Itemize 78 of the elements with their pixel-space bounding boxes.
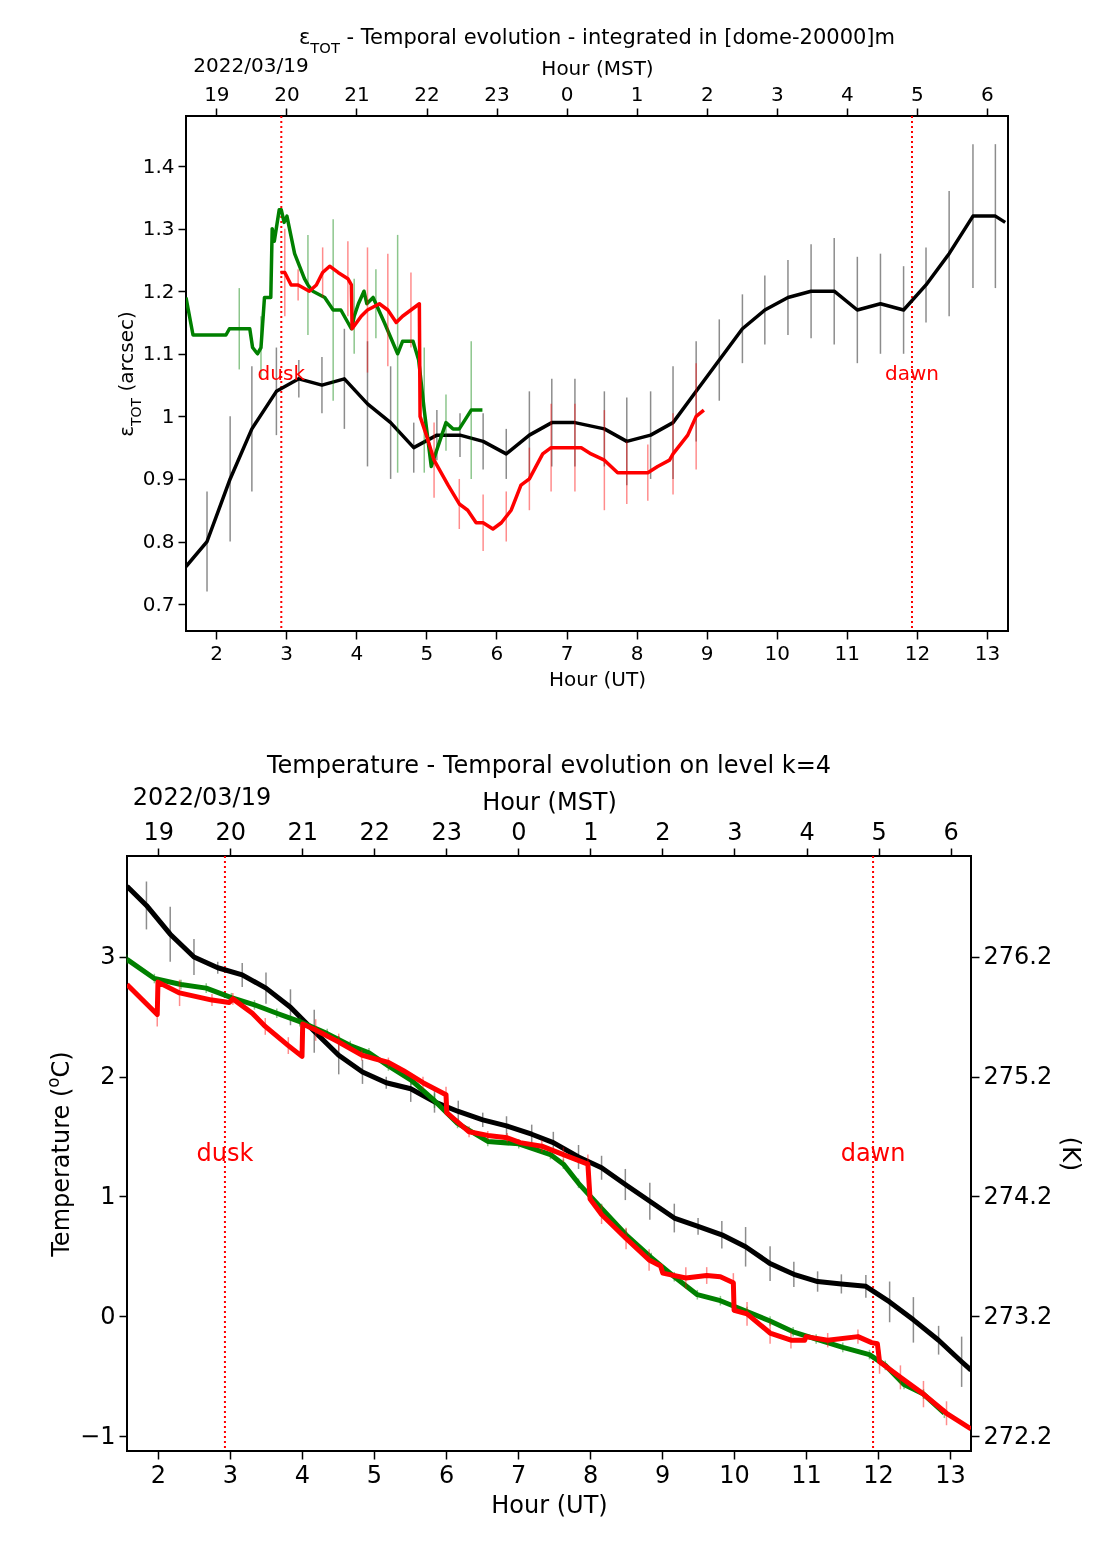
ref-line-label: dawn: [885, 360, 939, 385]
x2-tick-label: 3: [727, 817, 743, 846]
x2-tick-label: 23: [484, 81, 510, 106]
x2-tick-label: 4: [841, 81, 854, 106]
text: 2022/03/19: [132, 783, 272, 811]
x2-tick-label: 21: [287, 817, 319, 846]
x-tick-label: 3: [280, 640, 294, 665]
x2-tick-label: 22: [359, 817, 391, 846]
x2-tick-label: 23: [431, 817, 463, 846]
x2-axis-title: Hour (MST): [482, 787, 617, 816]
x-tick-label: 10: [719, 1460, 750, 1489]
x-tick-label: 11: [791, 1460, 822, 1489]
y2-tick-label: 276.2: [983, 942, 1053, 971]
y2-axis-title: (K): [1057, 1136, 1086, 1172]
x-tick-label: 11: [834, 640, 861, 665]
y-tick-label: 0.8: [142, 529, 175, 554]
x-axis-title: Hour (UT): [549, 666, 646, 691]
y-tick-label: 1: [100, 1182, 116, 1210]
x-tick-label: 13: [974, 640, 1001, 665]
x2-tick-label: 22: [414, 81, 440, 106]
x2-tick-label: 19: [204, 81, 230, 106]
x-tick-label: 6: [438, 1460, 455, 1489]
y-tick-label: 1.3: [142, 216, 175, 241]
x2-tick-label: 1: [630, 81, 644, 106]
x2-tick-label: 20: [274, 81, 300, 106]
x2-tick-label: 21: [344, 81, 370, 106]
x2-tick-label: 3: [770, 81, 784, 106]
x2-tick-label: 5: [871, 817, 887, 846]
x2-tick-label: 1: [583, 817, 599, 846]
y2-tick-label: 272.2: [983, 1421, 1053, 1450]
chart-title: Temperature - Temporal evolution on level k=4: [265, 751, 832, 779]
y2-tick-label: 273.2: [983, 1301, 1053, 1330]
x-tick-label: 8: [582, 1460, 599, 1489]
x2-tick-label: 6: [981, 81, 994, 106]
y-tick-label: 0.9: [142, 466, 175, 491]
y-tick-label: 0.7: [142, 591, 175, 616]
x-tick-label: 4: [350, 640, 364, 665]
x-tick-label: 4: [294, 1460, 311, 1489]
x2-tick-label: 20: [215, 817, 247, 846]
x2-tick-label: 5: [911, 81, 924, 106]
x-tick-label: 9: [654, 1460, 671, 1489]
ref-line-label: dusk: [196, 1138, 254, 1167]
y2-tick-label: 274.2: [983, 1182, 1053, 1210]
x-tick-label: 3: [222, 1460, 239, 1489]
y-tick-label: 1.1: [142, 341, 175, 366]
y-tick-label: 3: [100, 942, 116, 971]
y-tick-label: 1: [161, 403, 175, 428]
text: 2022/03/19: [193, 53, 309, 77]
x-tick-label: 12: [904, 640, 931, 665]
y-tick-label: 1.2: [142, 278, 175, 303]
x2-tick-label: 0: [511, 817, 527, 846]
chart-title: ε$_{TOT}$ - Temporal evolution - integrated in [dome-20000]m: [298, 25, 896, 56]
y-tick-label: −1: [80, 1421, 116, 1450]
x-tick-label: 8: [630, 640, 644, 665]
x-tick-label: 12: [863, 1460, 894, 1489]
x-tick-label: 7: [560, 640, 574, 665]
x2-axis-title: Hour (MST): [541, 55, 654, 80]
y-tick-label: 2: [100, 1062, 116, 1091]
x-tick-label: 13: [935, 1460, 966, 1489]
x-tick-label: 10: [764, 640, 790, 665]
x-axis-title: Hour (UT): [491, 1490, 608, 1519]
x2-tick-label: 0: [560, 81, 574, 106]
ref-line-label: dusk: [257, 360, 306, 385]
y-tick-label: 0: [100, 1301, 116, 1330]
x-tick-label: 9: [700, 640, 714, 665]
y2-tick-label: 275.2: [983, 1062, 1053, 1091]
x-tick-label: 6: [490, 640, 504, 665]
x2-tick-label: 2: [700, 81, 714, 106]
x-tick-label: 2: [210, 640, 223, 665]
ref-line-label: dawn: [840, 1138, 906, 1167]
x2-tick-label: 2: [655, 817, 671, 846]
x2-tick-label: 19: [143, 817, 174, 846]
x-tick-label: 5: [420, 640, 434, 665]
y-tick-label: 1.4: [142, 153, 175, 178]
x2-tick-label: 4: [799, 817, 815, 846]
x-tick-label: 5: [366, 1460, 383, 1489]
x-tick-label: 7: [510, 1460, 527, 1489]
x2-tick-label: 6: [943, 817, 959, 846]
